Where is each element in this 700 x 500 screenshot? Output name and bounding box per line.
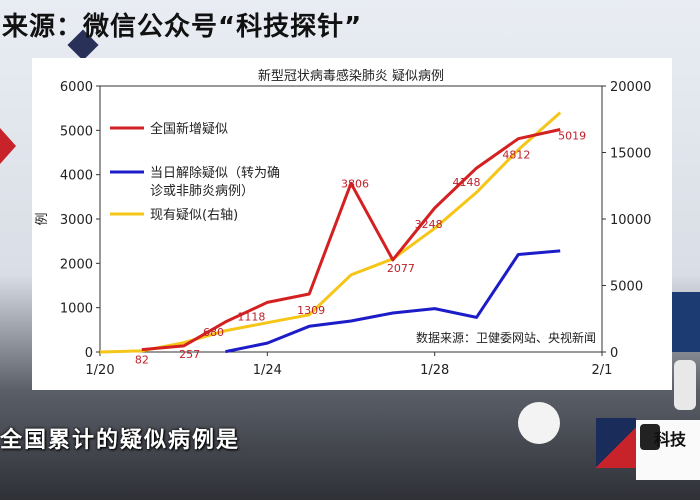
brand-mascot-icon <box>640 424 660 450</box>
x-tick-label: 1/28 <box>420 363 449 378</box>
data-label: 2077 <box>387 262 415 275</box>
legend-label-1: 诊或非肺炎病例） <box>150 184 254 199</box>
brand-logo: 科技 <box>636 420 700 480</box>
y-right-tick-label: 0 <box>610 346 618 361</box>
data-label: 4148 <box>453 176 481 189</box>
legend-label-1: 当日解除疑似（转为确 <box>150 165 280 181</box>
data-label: 257 <box>179 348 200 361</box>
x-tick-label: 1/24 <box>253 363 282 378</box>
data-label: 1118 <box>237 310 265 323</box>
line-chart: 新型冠状病毒感染肺炎 疑似病例 0 1000 2000 3000 4000 5000 6000… <box>35 68 651 378</box>
series-line-0 <box>141 128 561 352</box>
legend-label-2: 现有疑似(右轴) <box>150 207 238 223</box>
chart-panel: 新型冠状病毒感染肺炎 疑似病例 0 1000 2000 3000 4000 5000 6000… <box>32 58 672 390</box>
brand-decoration <box>596 418 636 468</box>
y-right-tick-label: 5000 <box>610 280 643 295</box>
data-label: 680 <box>203 326 224 339</box>
y-left-tick-label: 5000 <box>60 124 93 139</box>
data-label: 3806 <box>341 177 369 190</box>
series-line-1 <box>225 249 561 354</box>
y-left-tick-label: 4000 <box>60 169 93 184</box>
source-note: 数据来源：卫健委网站、央视新闻 <box>416 330 596 345</box>
data-label: 4812 <box>502 149 530 162</box>
y-right-tick-label: 10000 <box>610 213 651 228</box>
legend-label-0: 全国新增疑似 <box>150 121 228 137</box>
overlay-title: 来源：微信公众号“科技探针” <box>2 12 363 42</box>
video-subtitle: 全国累计的疑似病例是 <box>0 428 241 453</box>
y-axis-label: 例 <box>35 212 50 225</box>
y-right-tick-label: 20000 <box>610 80 651 95</box>
data-label: 1309 <box>297 304 325 317</box>
y-left-tick-label: 1000 <box>60 302 93 317</box>
side-scroll-handle[interactable] <box>674 360 696 410</box>
chart-title: 新型冠状病毒感染肺炎 疑似病例 <box>258 68 444 84</box>
decorative-red-triangle <box>0 128 16 164</box>
y-left-tick-label: 0 <box>85 346 93 361</box>
y-left-tick-label: 2000 <box>60 257 93 272</box>
x-tick-label: 2/1 <box>592 363 613 378</box>
data-label: 5019 <box>558 129 586 142</box>
y-left-tick-label: 6000 <box>60 80 93 95</box>
y-right-tick-label: 15000 <box>610 147 651 162</box>
series-line-2 <box>99 111 562 354</box>
data-label: 82 <box>135 354 149 367</box>
decorative-circle <box>518 402 560 444</box>
y-left-tick-label: 3000 <box>60 213 93 228</box>
brand-text: 科技 <box>654 430 687 449</box>
x-tick-label: 1/20 <box>85 363 114 378</box>
data-label: 3248 <box>415 218 443 231</box>
